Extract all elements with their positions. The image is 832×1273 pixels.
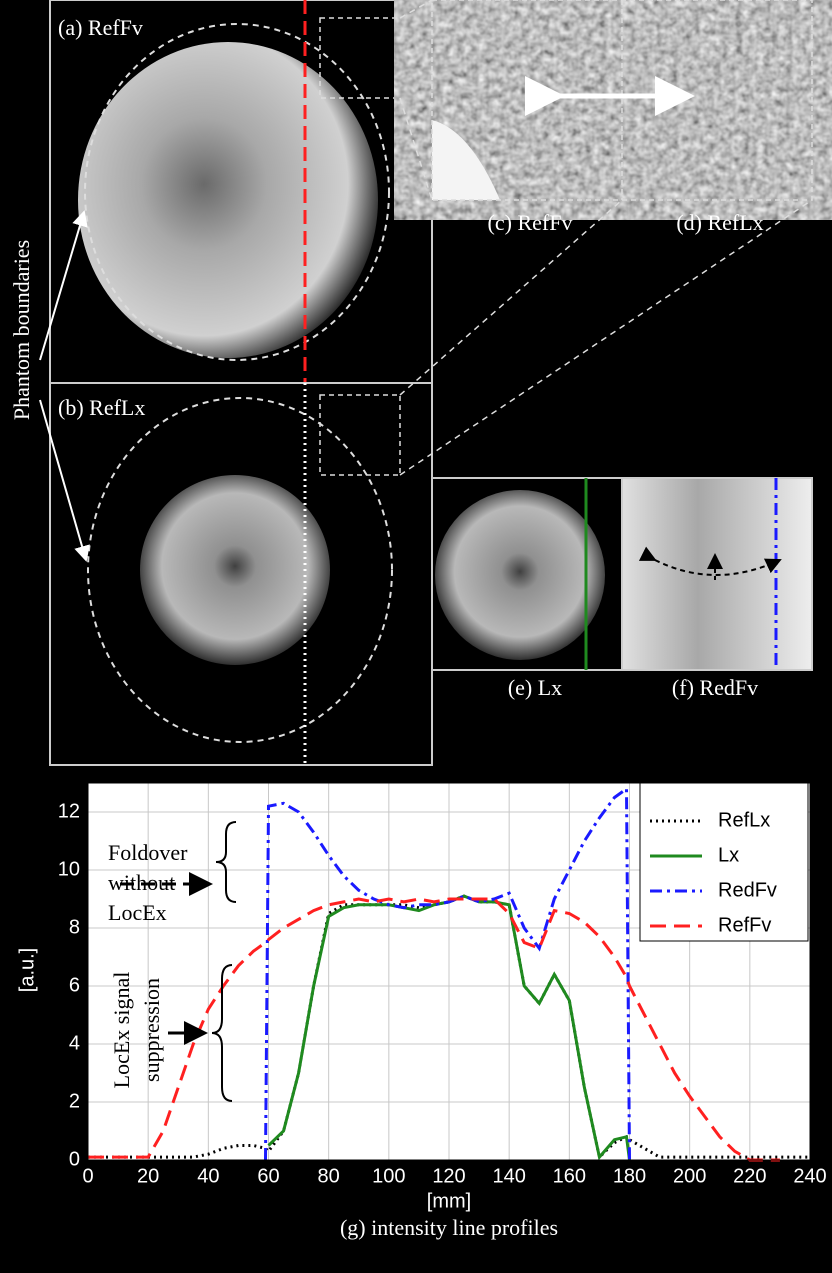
annotation: Foldover	[108, 840, 188, 865]
x-tick-label: 60	[257, 1165, 279, 1187]
x-axis-label: [mm]	[427, 1190, 471, 1212]
panel-label: (a) RefFv	[58, 15, 143, 40]
chart-title: (g) intensity line profiles	[340, 1215, 558, 1240]
legend-label: Lx	[718, 844, 739, 866]
x-tick-label: 120	[432, 1165, 465, 1187]
panel-label: (f) RedFv	[672, 675, 758, 700]
phantom-image	[435, 490, 605, 660]
x-tick-label: 100	[372, 1165, 405, 1187]
y-tick-label: 12	[58, 800, 80, 822]
x-tick-label: 200	[673, 1165, 706, 1187]
figure: (a) RefFv (b) RefLx (c) RefFv (d) RefLx …	[0, 0, 832, 1273]
phantom-image	[140, 475, 330, 665]
x-tick-label: 40	[197, 1165, 219, 1187]
y-tick-label: 4	[69, 1032, 80, 1054]
x-tick-label: 220	[733, 1165, 766, 1187]
page: (a) RefFv (b) RefLx (c) RefFv (d) RefLx …	[0, 0, 832, 1273]
x-tick-label: 240	[793, 1165, 826, 1187]
x-tick-label: 140	[492, 1165, 525, 1187]
x-tick-label: 20	[137, 1165, 159, 1187]
y-tick-label: 10	[58, 858, 80, 880]
legend-label: RedFv	[718, 879, 777, 901]
legend-label: RefFv	[718, 914, 771, 936]
panel-label: (e) Lx	[508, 675, 562, 700]
x-tick-label: 160	[553, 1165, 586, 1187]
panel-label: (c) RefFv	[488, 210, 573, 235]
panel-label: (d) RefLx	[676, 210, 763, 235]
y-tick-label: 0	[69, 1148, 80, 1170]
annotation: suppression	[139, 978, 164, 1082]
legend-label: RefLx	[718, 809, 770, 831]
annotation: LocEx	[108, 900, 167, 925]
plot: RefLx Lx RedFv RefFv	[88, 783, 810, 1160]
annotation: LocEx signal	[109, 972, 134, 1089]
x-tick-label: 0	[82, 1165, 93, 1187]
x-tick-label: 80	[318, 1165, 340, 1187]
y-tick-label: 6	[69, 974, 80, 996]
annotation: without	[108, 870, 175, 895]
panel-label: (b) RefLx	[58, 395, 145, 420]
phantom-image	[78, 42, 378, 358]
x-tick-label: 180	[613, 1165, 646, 1187]
side-label: Phantom boundaries	[9, 240, 34, 420]
y-tick-label: 2	[69, 1090, 80, 1112]
y-tick-label: 8	[69, 916, 80, 938]
y-axis-label: [a.u.]	[16, 948, 38, 992]
